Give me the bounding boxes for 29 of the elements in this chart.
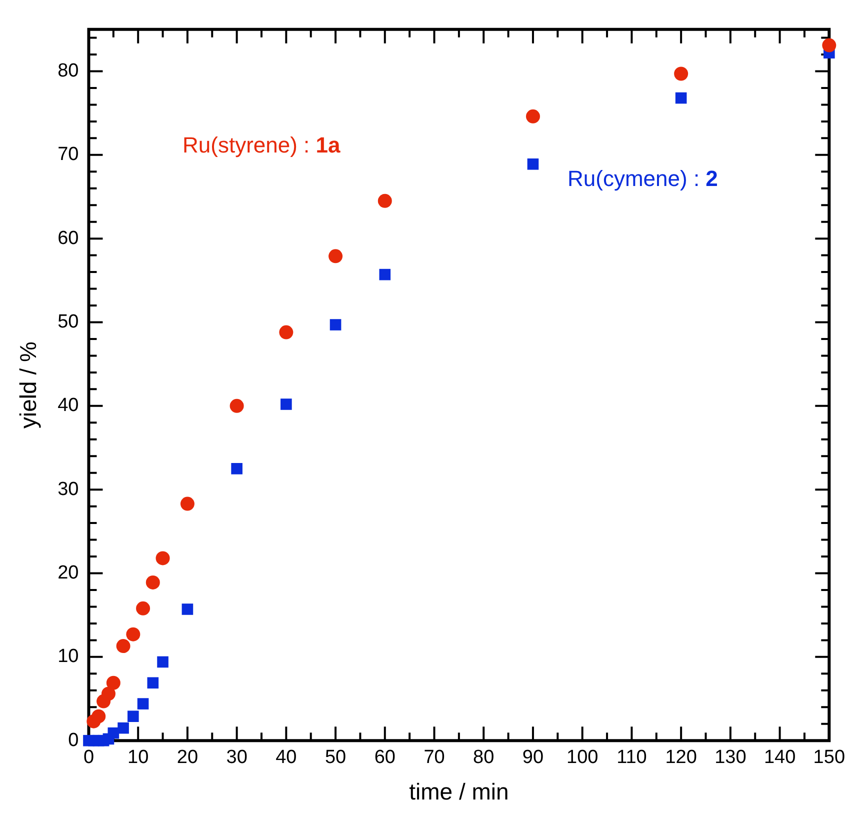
x-tick-label: 40 — [276, 747, 297, 768]
y-tick-label: 20 — [58, 562, 79, 584]
y-tick-label: 80 — [58, 60, 79, 82]
y-tick-label: 0 — [68, 730, 79, 751]
y-axis-title: yield / % — [15, 342, 42, 428]
text: Ru(styrene) : 1a — [182, 132, 342, 158]
x-tick-label: 50 — [324, 747, 346, 768]
x-tick-label: 130 — [714, 747, 746, 768]
x-tick-label: 100 — [566, 747, 598, 768]
y-tick-label: 30 — [58, 478, 79, 500]
x-tick-label: 120 — [665, 747, 697, 768]
x-tick-label: 140 — [764, 747, 796, 768]
x-tick-label: 20 — [176, 747, 198, 768]
x-tick-label: 60 — [374, 747, 396, 768]
x-axis-title: time / min — [409, 778, 509, 805]
y-tick-label: 10 — [58, 646, 79, 668]
x-tick-label: 10 — [128, 747, 149, 768]
x-tick-label: 0 — [83, 747, 94, 768]
x-tick-label: 90 — [522, 747, 544, 768]
x-tick-label: 150 — [813, 747, 845, 768]
y-tick-label: 40 — [58, 395, 79, 416]
x-tick-label: 110 — [616, 747, 647, 768]
x-tick-label: 80 — [473, 747, 494, 768]
y-tick-label: 70 — [58, 144, 79, 166]
series-label: Ru(cymene) : 2 — [568, 166, 718, 192]
y-tick-label: 50 — [58, 311, 79, 332]
x-tick-label: 30 — [226, 747, 248, 768]
x-tick-label: 70 — [424, 747, 445, 768]
y-tick-label: 60 — [58, 228, 79, 249]
